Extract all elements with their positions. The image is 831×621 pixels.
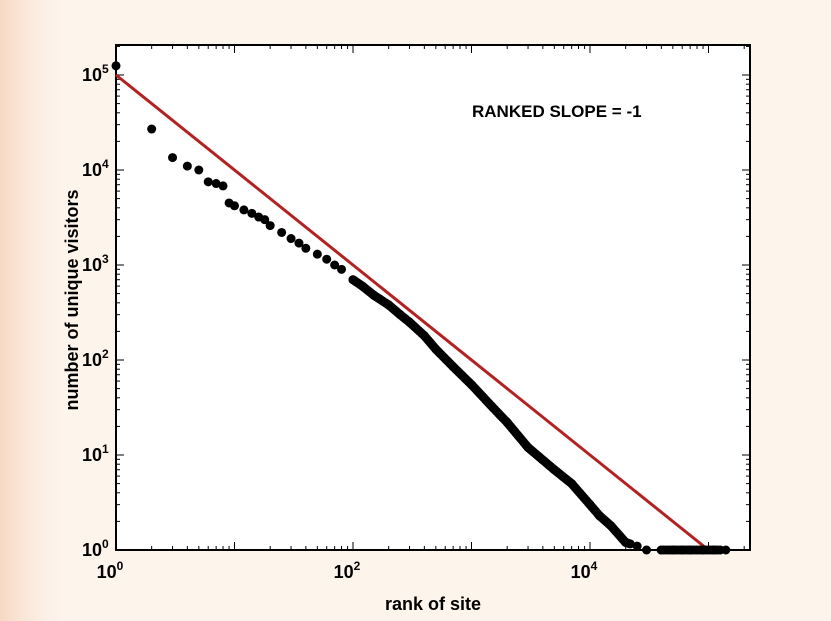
- fit-line-group: [115, 73, 710, 552]
- data-point: [260, 215, 270, 225]
- data-point: [277, 227, 287, 237]
- data-point: [265, 221, 275, 231]
- y-tick-label: 101: [82, 442, 109, 465]
- data-point: [312, 249, 322, 259]
- data-point: [218, 181, 228, 191]
- data-point: [111, 61, 121, 71]
- data-point: [168, 153, 178, 163]
- y-tick-label: 103: [82, 252, 109, 275]
- x-tick-label: 100: [97, 559, 124, 582]
- data-point: [239, 205, 249, 215]
- x-axis-label: rank of site: [385, 594, 481, 614]
- data-point: [337, 264, 347, 274]
- data-point: [286, 234, 296, 244]
- data-point: [642, 545, 652, 555]
- fit-line: [115, 73, 710, 552]
- y-tick-label: 100: [82, 537, 109, 560]
- data-point: [247, 208, 257, 218]
- data-point: [625, 539, 635, 549]
- data-point: [330, 260, 340, 270]
- data-point: [230, 201, 239, 211]
- x-tick-label: 104: [571, 559, 598, 582]
- data-point: [322, 254, 332, 264]
- x-tick-label: 102: [334, 559, 361, 582]
- tick-marks: [115, 45, 750, 551]
- y-tick-label: 105: [82, 62, 109, 85]
- data-point: [194, 165, 204, 175]
- data-point: [147, 124, 157, 134]
- data-point: [182, 161, 192, 171]
- annotation-text: RANKED SLOPE = -1: [472, 102, 642, 121]
- scatter-points: [111, 61, 731, 555]
- data-point: [211, 179, 221, 189]
- y-axis-label: number of unique visitors: [62, 189, 82, 410]
- plot-area: [115, 44, 751, 551]
- data-point: [632, 541, 642, 551]
- data-point: [294, 238, 304, 248]
- y-tick-label: 102: [82, 347, 109, 370]
- data-point: [715, 545, 725, 555]
- y-tick-label: 104: [82, 157, 109, 180]
- data-point: [203, 177, 213, 187]
- data-point: [301, 243, 311, 253]
- tick-labels: 100 102 104 100 101 102 103 104 105: [82, 62, 598, 582]
